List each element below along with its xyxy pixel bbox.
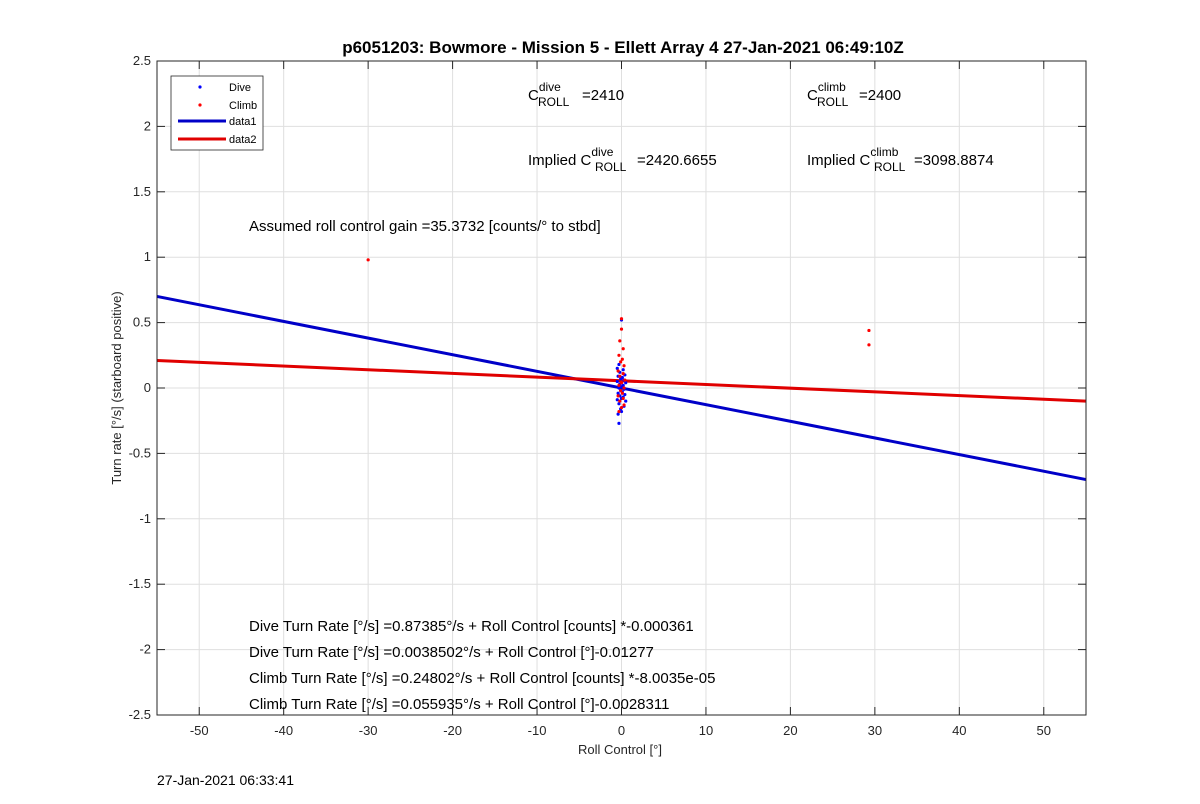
y-tick-label: -0.5 — [129, 445, 151, 460]
x-ticks: -50 -40 -30 -20 -10 0 10 20 30 40 50 — [190, 61, 1051, 738]
y-tick-label: 0 — [144, 380, 151, 395]
annotation-implied-climb: Implied Cclimb ROLL =3098.8874 — [807, 145, 994, 174]
point-climb — [616, 369, 620, 373]
scatter-points — [366, 258, 871, 425]
point-climb — [619, 317, 624, 321]
point-dive — [619, 385, 624, 389]
equation-dive-counts: Dive Turn Rate [°/s] =0.87385°/s + Roll … — [249, 618, 694, 635]
y-ticks: -2.5 -2 -1.5 -1 -0.5 0 0.5 1 1.5 2 2.5 — [129, 53, 1086, 722]
point-climb — [619, 381, 624, 385]
x-tick-label: 0 — [618, 723, 625, 738]
point-climb — [618, 374, 622, 378]
point-dive — [619, 409, 624, 414]
point-climb — [623, 378, 627, 382]
point-climb — [619, 327, 624, 331]
point-dive — [624, 381, 628, 385]
point-climb — [617, 383, 621, 387]
point-climb — [621, 347, 625, 351]
point-dive — [615, 379, 619, 384]
legend-data1-label: data1 — [229, 116, 257, 128]
x-tick-label: -10 — [528, 723, 547, 738]
x-tick-label: 20 — [783, 723, 797, 738]
legend-dive-label: Dive — [229, 82, 251, 94]
x-tick-label: 30 — [868, 723, 882, 738]
legend-climb-marker — [198, 103, 202, 107]
fit-line-data2 — [156, 359, 1087, 403]
point-climb — [621, 396, 625, 401]
legend-dive-marker — [198, 85, 202, 89]
point-climb — [867, 343, 871, 347]
y-tick-label: -1.5 — [129, 576, 151, 591]
point-climb — [619, 389, 623, 393]
point-dive — [623, 392, 627, 397]
x-tick-label: 10 — [699, 723, 713, 738]
chart-title: p6051203: Bowmore - Mission 5 - Ellett A… — [342, 38, 904, 57]
x-axis-label: Roll Control [°] — [578, 742, 662, 757]
legend-climb-label: Climb — [229, 100, 257, 112]
y-tick-label: -1 — [139, 511, 151, 526]
point-dive — [621, 368, 625, 372]
point-dive — [615, 398, 619, 402]
point-climb — [619, 406, 624, 410]
point-climb — [617, 409, 621, 414]
point-climb — [622, 403, 626, 407]
point-climb — [620, 357, 624, 361]
annotation-gain: Assumed roll control gain =35.3732 [coun… — [249, 218, 601, 235]
y-axis-label: Turn rate [°/s] (starboard positive) — [109, 291, 124, 484]
equation-dive-degrees: Dive Turn Rate [°/s] =0.0038502°/s + Rol… — [249, 644, 654, 661]
y-tick-label: -2 — [139, 642, 151, 657]
footer-timestamp: 27-Jan-2021 06:33:41 — [157, 772, 294, 788]
legend: Dive Climb data1 data2 — [170, 75, 264, 151]
point-climb — [621, 372, 625, 376]
point-dive — [615, 366, 619, 370]
y-tick-label: 2.5 — [133, 53, 151, 68]
x-tick-label: -20 — [443, 723, 462, 738]
y-tick-label: 0.5 — [133, 315, 151, 330]
point-climb — [618, 399, 622, 403]
y-tick-label: -2.5 — [129, 707, 151, 722]
point-climb — [867, 328, 871, 333]
annotation-implied-dive: Implied Cdive ROLL =2420.6655 — [528, 145, 717, 174]
point-dive — [616, 412, 620, 416]
annotation-c-roll-dive: Cdive ROLL =2410 — [528, 80, 624, 109]
y-tick-label: 1 — [144, 249, 151, 264]
point-dive — [617, 402, 621, 406]
equation-climb-counts: Climb Turn Rate [°/s] =0.24802°/s + Roll… — [249, 670, 715, 687]
point-climb — [618, 339, 622, 343]
point-dive — [619, 377, 623, 381]
equation-climb-degrees: Climb Turn Rate [°/s] =0.055935°/s + Rol… — [249, 696, 669, 713]
point-climb — [622, 364, 626, 368]
point-climb — [622, 386, 626, 390]
point-dive — [617, 386, 621, 390]
x-tick-label: -30 — [359, 723, 378, 738]
point-dive — [617, 362, 621, 367]
point-climb — [620, 391, 624, 395]
point-dive — [616, 391, 620, 395]
y-tick-label: 2 — [144, 118, 151, 133]
plot-frame — [156, 60, 1087, 716]
x-tick-label: 40 — [952, 723, 966, 738]
point-climb — [619, 360, 623, 364]
x-tick-label: -40 — [274, 723, 293, 738]
x-tick-label: 50 — [1037, 723, 1051, 738]
y-tick-label: 1.5 — [133, 184, 151, 199]
point-climb — [616, 394, 620, 398]
point-dive — [617, 421, 621, 425]
x-tick-label: -50 — [190, 723, 209, 738]
annotation-c-roll-climb: Cclimb ROLL =2400 — [807, 80, 901, 109]
point-climb — [617, 353, 621, 357]
point-climb — [366, 258, 370, 262]
legend-data2-label: data2 — [229, 134, 257, 146]
point-dive — [624, 399, 628, 403]
